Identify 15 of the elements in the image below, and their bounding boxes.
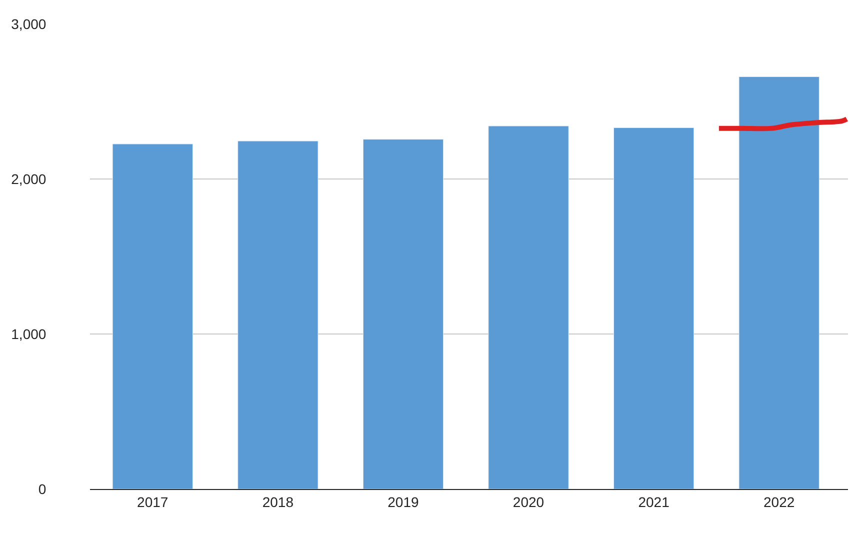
bar: [362, 139, 444, 489]
bar: [238, 140, 318, 489]
x-tick-label: 2018: [262, 494, 294, 510]
x-tick-label: 2020: [512, 494, 544, 510]
y-tick-label: 3,000: [11, 16, 46, 32]
bar: [112, 144, 193, 489]
bar: [488, 126, 569, 489]
x-tick-label: 2019: [388, 494, 419, 510]
y-tick-label: 2,000: [11, 170, 46, 187]
x-tick-label: 2017: [137, 494, 168, 510]
y-tick-label: 1,000: [11, 326, 46, 342]
x-tick-label: 2022: [764, 494, 795, 510]
x-tick-label: 2021: [638, 494, 670, 510]
y-tick-label: 0: [38, 480, 46, 497]
bar: [613, 127, 694, 489]
